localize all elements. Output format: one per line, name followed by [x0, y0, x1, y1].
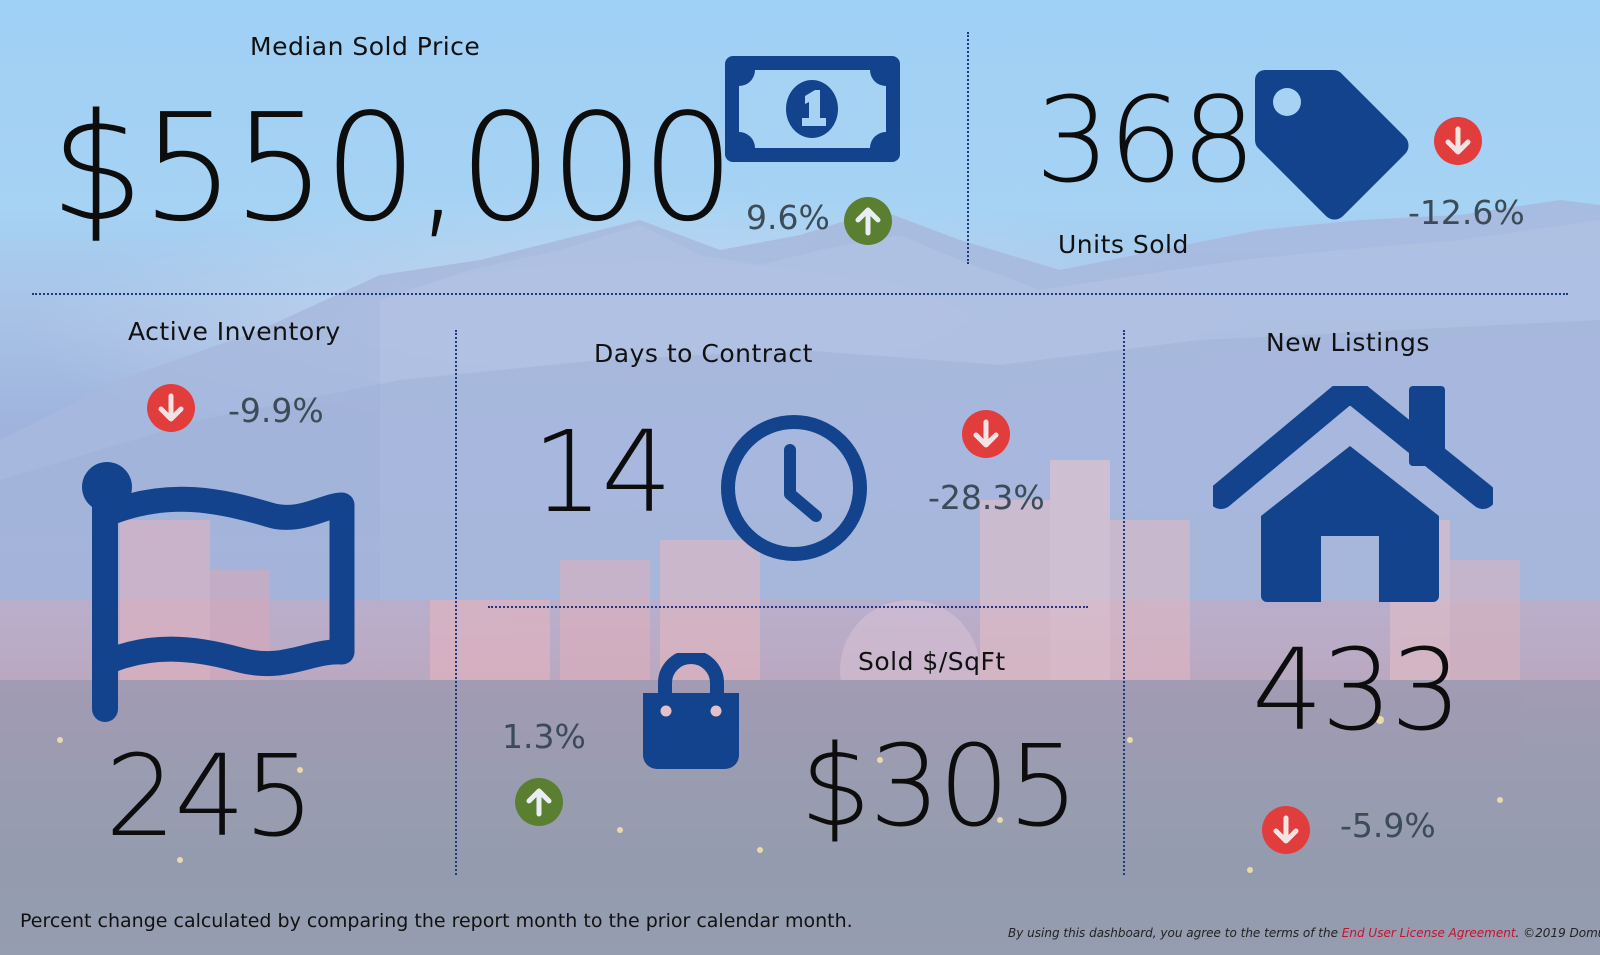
median-sold-price-change: 9.6% [746, 198, 830, 237]
days-to-contract-label: Days to Contract [594, 339, 813, 368]
arrow-up-icon [515, 778, 563, 826]
percent-change-footnote: Percent change calculated by comparing t… [20, 910, 853, 932]
legal-prefix: By using this dashboard, you agree to th… [1008, 926, 1342, 940]
legal-notice: By using this dashboard, you agree to th… [1008, 926, 1600, 940]
arrow-up-icon [844, 197, 892, 245]
arrow-down-icon [147, 384, 195, 432]
arrow-down-icon [1262, 806, 1310, 854]
days-to-contract-value: 14 [532, 408, 673, 538]
median-sold-price-value: $550,000 [50, 82, 735, 254]
active-inventory-change: -9.9% [228, 391, 324, 430]
units-sold-label: Units Sold [1058, 230, 1189, 259]
new-listings-label: New Listings [1266, 328, 1430, 357]
sold-per-sqft-label: Sold $/SqFt [858, 647, 1006, 676]
dollar-bill-icon [725, 56, 900, 162]
days-to-contract-change: -28.3% [928, 478, 1045, 517]
divider-middle-horizontal [488, 606, 1088, 608]
legal-suffix: . ©2019 Domus Analytics [1515, 926, 1600, 940]
active-inventory-value: 245 [105, 732, 315, 862]
divider-left-vertical [455, 330, 457, 875]
divider-top-vertical [967, 32, 969, 264]
sold-per-sqft-value: $305 [800, 722, 1079, 852]
shopping-bag-icon [643, 653, 739, 769]
new-listings-value: 433 [1252, 626, 1462, 756]
sold-per-sqft-change: 1.3% [502, 717, 586, 756]
divider-right-vertical [1123, 330, 1125, 875]
units-sold-value: 368 [1035, 71, 1256, 209]
arrow-down-icon [962, 410, 1010, 458]
arrow-down-icon [1434, 117, 1482, 165]
price-tag-icon [1255, 70, 1409, 220]
divider-main-horizontal [32, 293, 1568, 295]
new-listings-change: -5.9% [1340, 806, 1436, 845]
eula-link[interactable]: End User License Agreement [1341, 926, 1516, 940]
house-icon [1213, 386, 1493, 602]
units-sold-change: -12.6% [1408, 193, 1525, 232]
active-inventory-label: Active Inventory [128, 317, 341, 346]
flag-icon [82, 462, 355, 722]
clock-icon [721, 415, 867, 561]
median-sold-price-label: Median Sold Price [250, 32, 481, 61]
